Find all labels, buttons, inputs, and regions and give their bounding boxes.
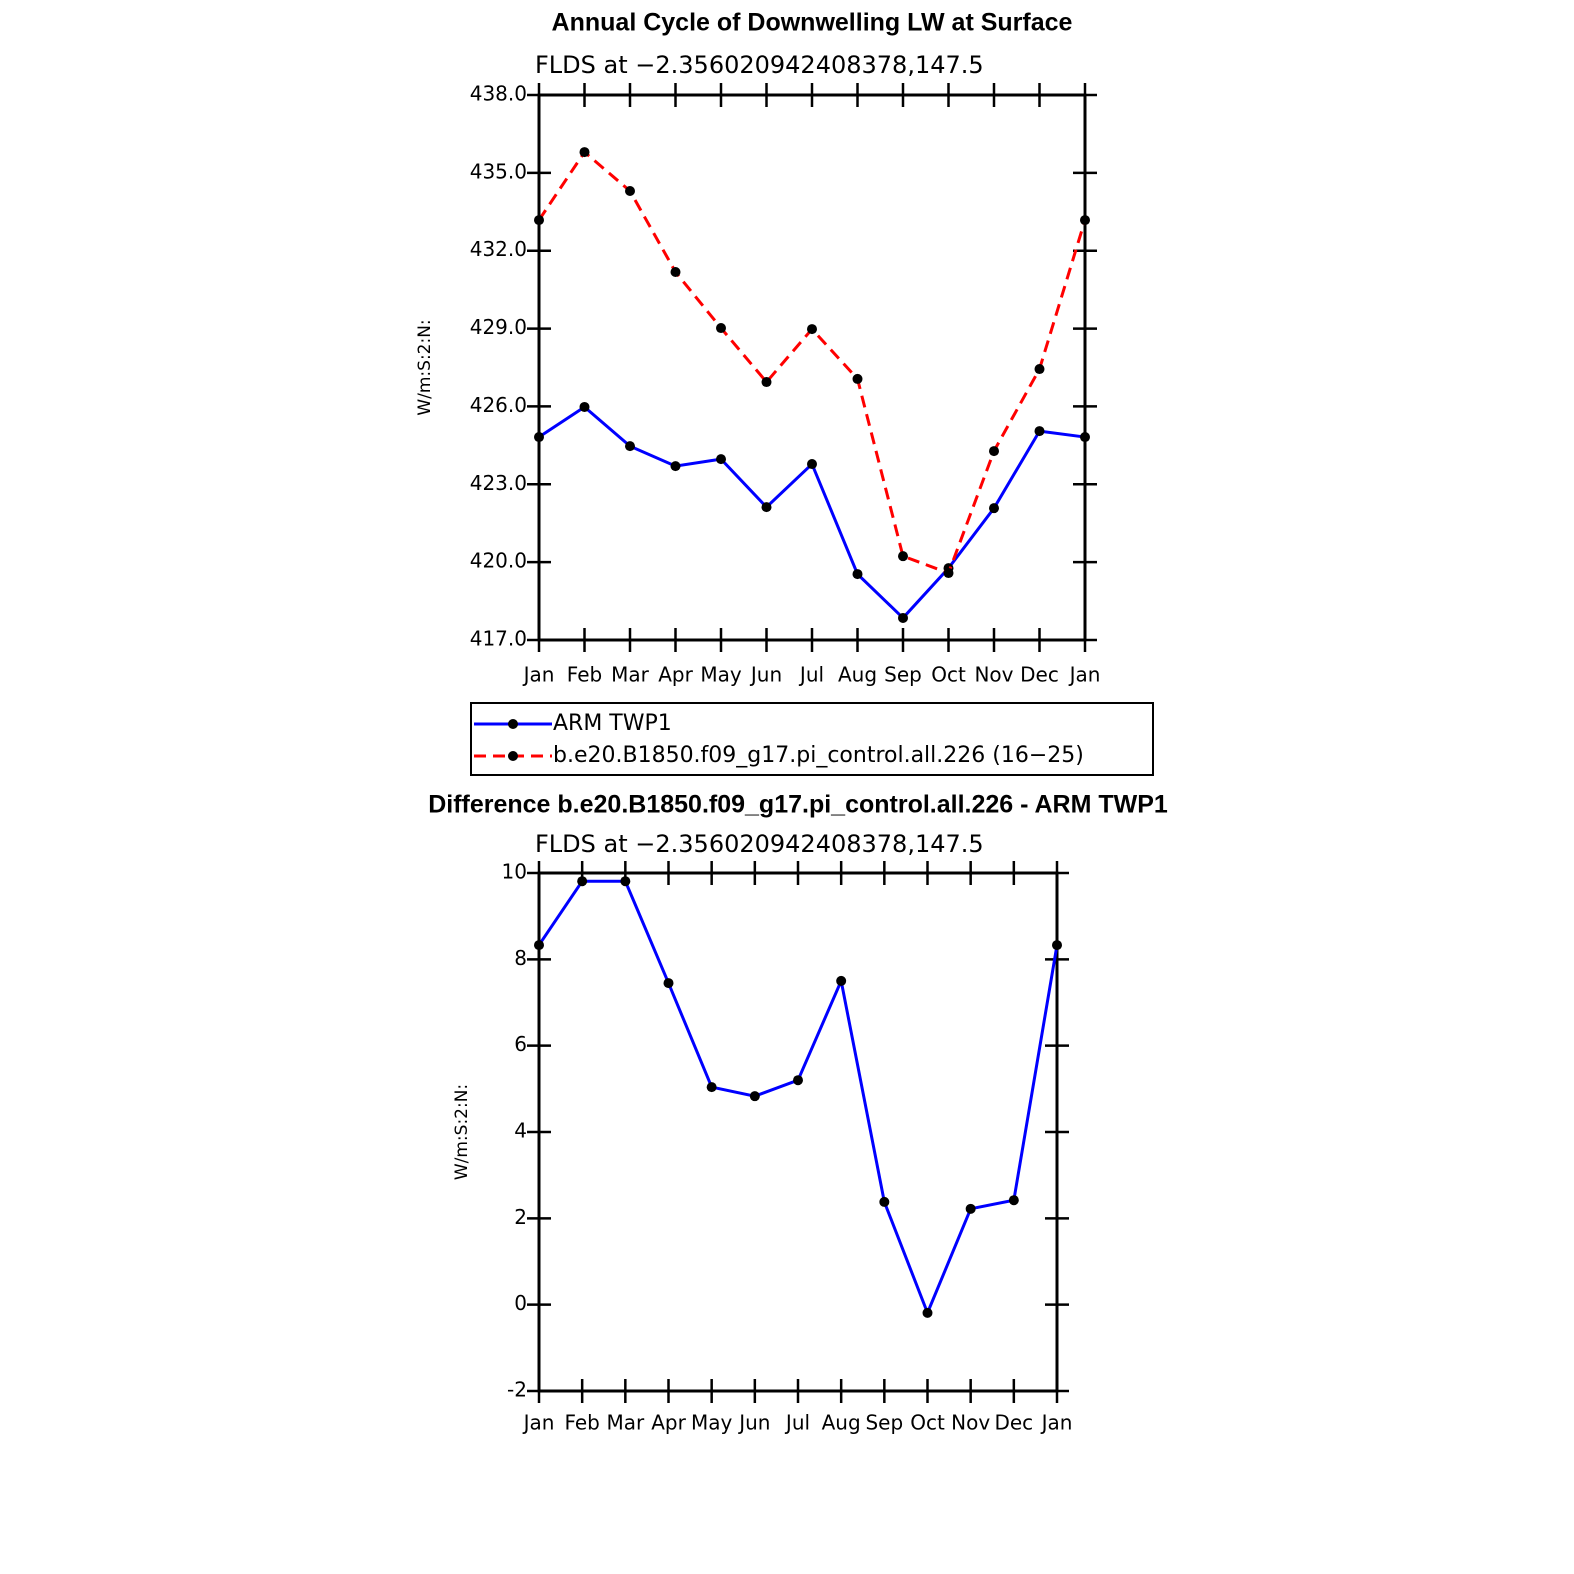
x-tick-label: Nov [974, 663, 1013, 687]
data-point [879, 1196, 890, 1207]
y-tick-label: 0 [514, 1291, 527, 1315]
x-tick-label: Dec [1020, 663, 1059, 687]
data-point [898, 551, 908, 562]
series-line [537, 149, 1087, 575]
y-tick-label: 429.0 [470, 315, 527, 339]
data-point [625, 441, 635, 452]
data-point [852, 569, 863, 580]
data-point [716, 454, 726, 465]
y-axis-label: W/m:S:2:N: [415, 319, 435, 415]
data-point [579, 147, 590, 158]
data-point [670, 266, 681, 277]
data-point [761, 377, 772, 388]
y-tick-label: 420.0 [470, 549, 527, 573]
x-tick-label: Mar [606, 1411, 645, 1435]
data-point [836, 975, 847, 986]
legend-marker [508, 719, 518, 729]
x-tick-label: Feb [567, 663, 602, 687]
data-point [1034, 426, 1045, 437]
data-point [620, 876, 631, 887]
data-point [761, 502, 772, 513]
x-tick-label: Sep [884, 663, 922, 687]
x-tick-label: Aug [822, 1411, 861, 1435]
series-line [537, 879, 1059, 1317]
x-tick-label: Mar [611, 663, 650, 687]
legend-marker [508, 751, 518, 761]
y-axis-label: W/m:S:2:N: [452, 1084, 472, 1180]
y-tick-label: 432.0 [470, 237, 527, 261]
data-point [965, 1203, 976, 1214]
y-tick-label: 8 [514, 946, 527, 970]
legend-box [470, 702, 1154, 776]
data-point [943, 568, 954, 579]
x-tick-label: Nov [951, 1411, 990, 1435]
plot-frame [537, 93, 1087, 642]
x-tick-label: Jul [784, 1411, 810, 1435]
x-tick-label: Oct [910, 1411, 945, 1435]
data-point [577, 876, 588, 887]
data-point [807, 324, 817, 335]
y-tick-label: 4 [514, 1119, 527, 1143]
chart-subtitle: FLDS at −2.356020942408378,147.5 [535, 830, 984, 858]
x-tick-label: Apr [651, 1411, 686, 1435]
data-point [534, 432, 544, 443]
x-tick-label: Apr [658, 663, 693, 687]
y-tick-label: -2 [507, 1378, 527, 1402]
data-point [1080, 432, 1090, 443]
data-point [625, 186, 635, 197]
data-point [793, 1075, 803, 1086]
data-point [898, 612, 908, 623]
legend-label: ARM TWP1 [553, 711, 672, 736]
data-point [749, 1091, 760, 1102]
x-tick-label: Dec [994, 1411, 1033, 1435]
data-point [1034, 364, 1045, 375]
y-tick-label: 6 [514, 1032, 527, 1056]
series-line [538, 405, 1086, 621]
x-tick-label: Jan [1068, 663, 1101, 687]
plot-frame [537, 871, 1059, 1393]
data-point [1052, 940, 1062, 951]
data-point [989, 503, 999, 514]
x-tick-label: Jan [1040, 1411, 1073, 1435]
data-point [716, 323, 726, 334]
y-tick-label: 10 [502, 860, 527, 884]
data-point [663, 978, 674, 989]
x-tick-label: Jan [522, 663, 555, 687]
x-tick-label: Jun [737, 1411, 770, 1435]
y-tick-label: 438.0 [470, 82, 527, 106]
data-point [922, 1307, 933, 1318]
chart-subtitle: FLDS at −2.356020942408378,147.5 [535, 51, 984, 79]
y-tick-label: 435.0 [470, 159, 527, 183]
data-point [807, 459, 817, 470]
data-point [989, 446, 999, 457]
y-tick-label: 426.0 [470, 393, 527, 417]
x-tick-label: May [700, 663, 742, 687]
x-tick-label: Jan [522, 1411, 555, 1435]
x-tick-label: May [691, 1411, 733, 1435]
data-point [1080, 215, 1090, 226]
x-tick-label: Feb [564, 1411, 599, 1435]
y-tick-label: 2 [514, 1205, 527, 1229]
x-tick-label: Aug [838, 663, 877, 687]
x-tick-label: Oct [931, 663, 966, 687]
chart-title: Difference b.e20.B1850.f09_g17.pi_contro… [428, 791, 1168, 819]
chart-title: Annual Cycle of Downwelling LW at Surfac… [552, 9, 1073, 37]
y-tick-label: 417.0 [470, 627, 527, 651]
data-point [1008, 1195, 1019, 1206]
y-tick-label: 423.0 [470, 471, 527, 495]
data-point [534, 940, 544, 951]
data-point [706, 1082, 717, 1093]
data-point [670, 461, 681, 472]
x-tick-label: Jul [798, 663, 824, 687]
x-tick-label: Sep [865, 1411, 903, 1435]
legend-label: b.e20.B1850.f09_g17.pi_control.all.226 (… [553, 743, 1084, 768]
data-point [579, 401, 590, 412]
data-point [534, 215, 544, 226]
x-tick-label: Jun [749, 663, 782, 687]
data-point [852, 373, 863, 384]
